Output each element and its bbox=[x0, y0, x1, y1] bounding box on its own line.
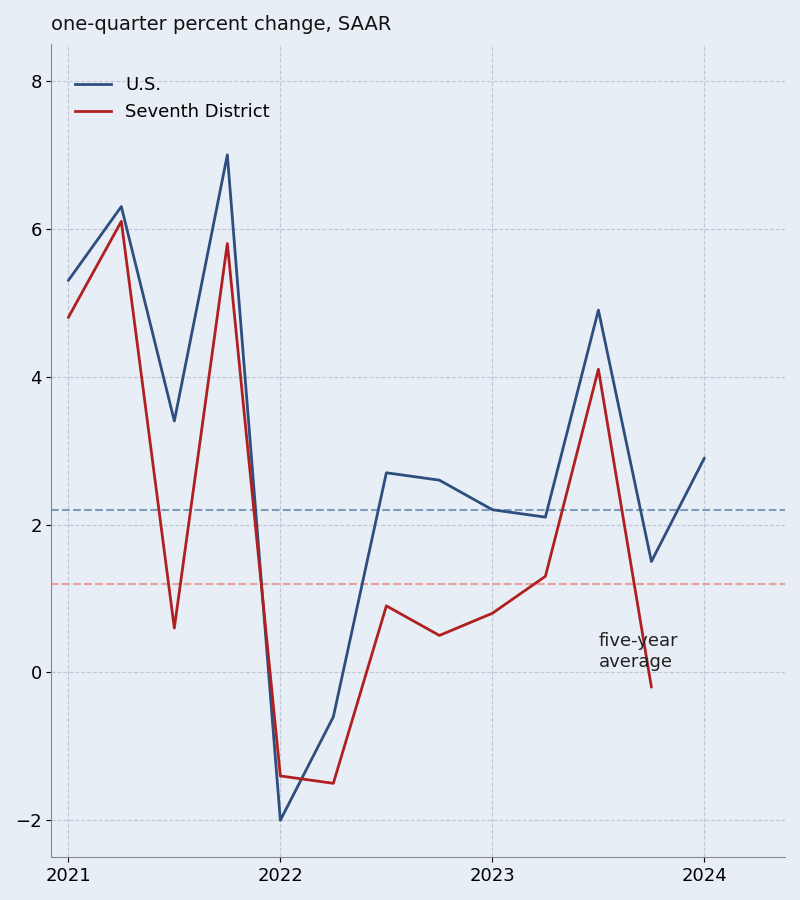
Text: five-year
average: five-year average bbox=[598, 632, 678, 670]
Legend: U.S., Seventh District: U.S., Seventh District bbox=[68, 69, 278, 129]
Text: one-quarter percent change, SAAR: one-quarter percent change, SAAR bbox=[51, 15, 392, 34]
